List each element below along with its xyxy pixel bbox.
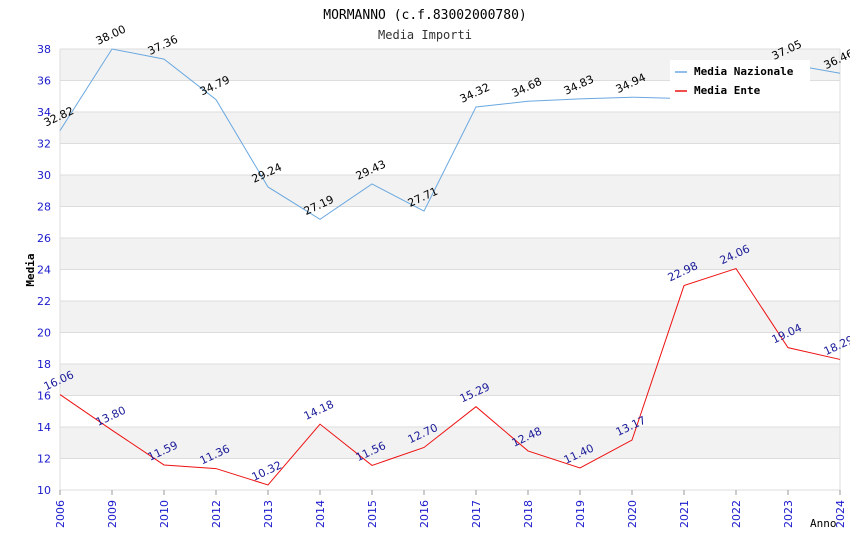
x-axis-ticks: 2006 2009 2010 2012 2013 2014 2015 2016 2017 2018… — [54, 490, 847, 528]
legend-box — [670, 60, 810, 100]
y-tick-label: 14 — [37, 421, 51, 434]
x-tick-label: 2018 — [522, 500, 535, 528]
x-tick-label: 2010 — [158, 500, 171, 528]
x-tick-label: 2024 — [834, 500, 847, 528]
gridlines — [59, 48, 841, 491]
x-tick-label: 2022 — [730, 500, 743, 528]
y-tick-label: 28 — [37, 201, 51, 214]
x-tick-label: 2016 — [418, 500, 431, 528]
grid-band — [60, 364, 840, 396]
grid-band — [60, 427, 840, 459]
background-bands — [60, 49, 840, 459]
legend-label-media-nazionale: Media Nazionale — [694, 65, 794, 78]
y-tick-label: 34 — [37, 106, 51, 119]
y-tick-label: 38 — [37, 43, 51, 56]
x-tick-label: 2006 — [54, 500, 67, 528]
data-label: 14.18 — [302, 398, 336, 423]
legend: Media Nazionale Media Ente — [670, 60, 810, 100]
y-tick-label: 32 — [37, 138, 51, 151]
x-tick-label: 2021 — [678, 500, 691, 528]
x-tick-label: 2015 — [366, 500, 379, 528]
y-tick-label: 12 — [37, 453, 51, 466]
x-tick-label: 2019 — [574, 500, 587, 528]
y-tick-label: 10 — [37, 484, 51, 497]
data-label: 38.00 — [94, 23, 128, 48]
grid-band — [60, 175, 840, 207]
y-tick-label: 26 — [37, 232, 51, 245]
data-label: 10.32 — [250, 459, 284, 484]
y-axis-label: Media — [24, 253, 37, 286]
x-tick-label: 2009 — [106, 500, 119, 528]
grid-band — [60, 112, 840, 144]
chart-title: MORMANNO (c.f.83002000780) — [323, 8, 527, 23]
x-axis-label: Anno — [810, 517, 837, 530]
y-tick-label: 24 — [37, 264, 51, 277]
grid-band — [60, 301, 840, 333]
x-tick-label: 2017 — [470, 500, 483, 528]
data-label: 18.29 — [822, 333, 850, 358]
x-tick-label: 2014 — [314, 500, 327, 528]
y-tick-label: 36 — [37, 75, 51, 88]
x-tick-label: 2020 — [626, 500, 639, 528]
y-tick-label: 20 — [37, 327, 51, 340]
y-tick-label: 22 — [37, 295, 51, 308]
y-tick-label: 30 — [37, 169, 51, 182]
x-tick-label: 2012 — [210, 500, 223, 528]
series-line-media-ente — [59, 267, 841, 486]
chart-subtitle: Media Importi — [378, 28, 472, 42]
y-axis-ticks: 10 12 14 16 18 20 22 24 26 28 30 32 34 36 38 — [37, 43, 51, 497]
grid-band — [60, 238, 840, 270]
y-tick-label: 16 — [37, 390, 51, 403]
y-tick-label: 18 — [37, 358, 51, 371]
x-tick-label: 2013 — [262, 500, 275, 528]
data-label: 34.32 — [458, 81, 492, 106]
x-tick-label: 2023 — [782, 500, 795, 528]
legend-label-media-ente: Media Ente — [694, 84, 761, 97]
data-label: 13.80 — [94, 404, 128, 429]
